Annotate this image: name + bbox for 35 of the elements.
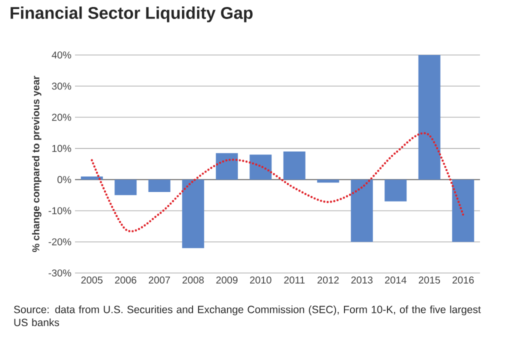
x-tick-label: 2005 (81, 276, 103, 284)
bar (80, 176, 103, 180)
source-note: Source: data from U.S. Securities and Exchange Commission (SEC), Form 10-K, of the five largest US banks (14, 306, 481, 326)
x-tick-label: 2014 (385, 276, 406, 284)
bar (317, 180, 340, 183)
chart-title: Financial Sector Liquidity Gap (10, 6, 253, 22)
x-tick-label: 2015 (418, 276, 440, 284)
x-tick-label: 2007 (148, 276, 170, 284)
bar (350, 180, 373, 242)
bar (418, 55, 440, 180)
x-tick-label: 2016 (452, 276, 474, 284)
x-tick-label: 2009 (216, 276, 238, 284)
x-tick-label: 2010 (250, 276, 272, 284)
bar (384, 180, 407, 202)
x-tick-label: 2013 (351, 276, 373, 284)
bar (452, 180, 474, 242)
x-tick-label: 2008 (182, 276, 204, 284)
bar (283, 152, 306, 180)
x-tick-label: 2012 (318, 276, 339, 284)
bar (148, 180, 170, 192)
bar (114, 180, 137, 196)
x-tick-label: 2011 (284, 276, 305, 284)
y-tick-label: 10% (52, 144, 72, 152)
y-axis-title: % change compared to previous year (32, 76, 42, 252)
y-tick-label: -10% (48, 207, 72, 214)
y-tick-label: 40% (52, 51, 72, 59)
y-tick-label: -20% (48, 238, 72, 246)
bar (216, 153, 238, 180)
bar (182, 180, 204, 248)
x-tick-label: 2006 (115, 276, 136, 284)
y-tick-label: 0% (57, 176, 72, 184)
bar (250, 154, 272, 180)
y-tick-label: -30% (48, 269, 72, 277)
y-tick-label: 30% (52, 82, 72, 90)
y-tick-label: 20% (52, 114, 72, 121)
